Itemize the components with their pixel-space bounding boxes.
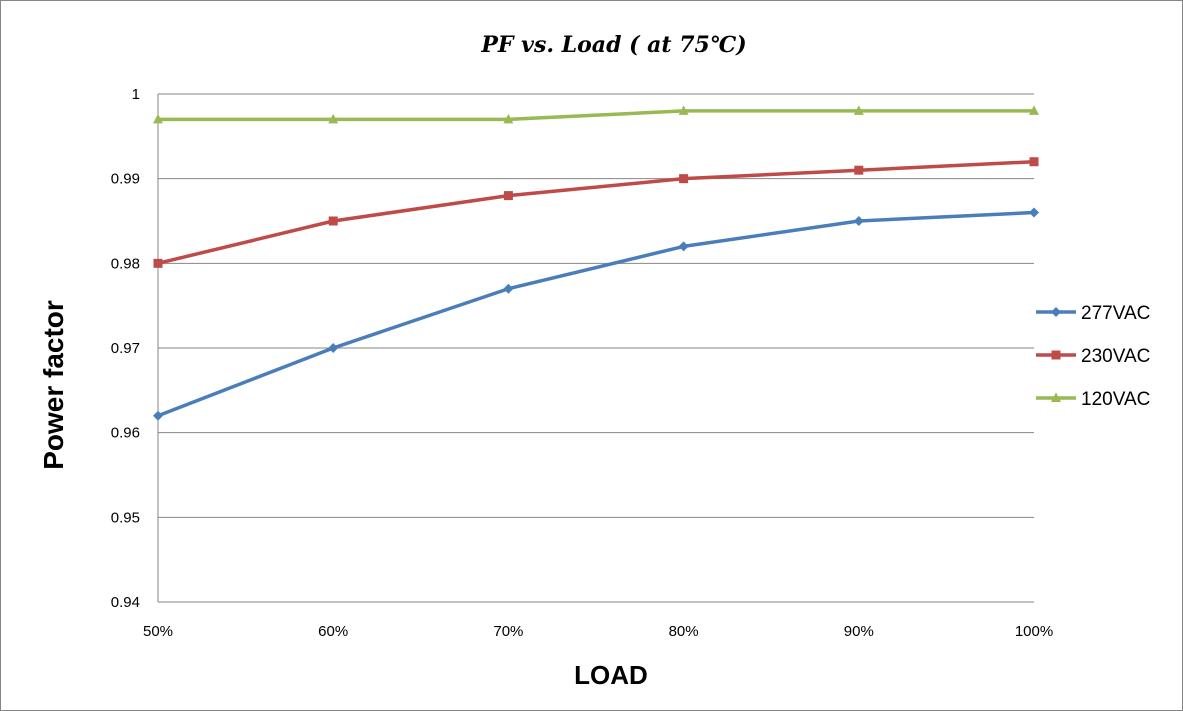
legend-marker-120vac [1051,392,1061,402]
data-point-120vac [678,105,689,115]
chart-title: PF vs. Load ( at 75℃) [480,32,746,58]
x-tick-label: 80% [669,623,699,640]
data-point-120vac [328,113,339,124]
y-tick-label: 0.95 [111,509,140,526]
grid [157,93,1034,603]
legend-item-120vac: 120VAC [1036,389,1150,410]
series-277vac [153,207,1039,421]
x-tick-label: 50% [143,623,173,640]
data-point-230vac [679,174,689,184]
series-line-230vac [157,159,1035,266]
series-230vac [153,157,1039,268]
x-tick-label: 60% [318,623,348,640]
data-point-277vac [328,343,339,353]
x-tick-label: 100% [1015,623,1053,640]
x-tick-label: 70% [493,623,523,640]
x-axis-label: LOAD [574,660,648,690]
data-point-230vac [854,165,864,175]
data-point-230vac [153,258,163,268]
data-point-120vac [503,113,514,124]
series-line-277vac [157,210,1035,418]
series-line-120vac [158,109,1034,122]
x-tick-label: 90% [844,623,874,640]
y-tick-label: 0.94 [111,594,140,611]
y-tick-label: 0.97 [111,340,140,357]
data-point-230vac [1029,157,1039,167]
legend-item-230vac: 230VAC [1036,346,1150,367]
data-point-277vac [503,283,514,294]
legend-marker-277vac [1051,307,1061,317]
series-layer [153,105,1039,421]
data-point-120vac [153,113,163,124]
data-point-277vac [153,410,163,421]
y-axis-label: Power factor [38,300,69,470]
y-tick-label: 0.98 [111,255,140,272]
legend: 277VAC 230VAC 120VAC [1036,303,1150,410]
data-point-230vac [328,216,338,226]
y-tick-label: 0.99 [111,171,140,188]
data-point-120vac [1029,105,1039,115]
legend-label-277vac: 277VAC [1081,303,1150,324]
data-point-277vac [853,216,864,226]
y-axis-ticks: 0.94 0.95 0.96 0.97 0.98 0.99 1 [111,86,140,611]
y-tick-label: 1 [132,86,140,103]
data-point-277vac [678,241,689,252]
legend-label-230vac: 230VAC [1081,346,1150,367]
legend-label-120vac: 120VAC [1081,389,1150,410]
series-120vac [153,105,1039,124]
legend-item-277vac: 277VAC [1036,303,1150,324]
legend-marker-230vac [1051,350,1061,360]
data-point-277vac [1029,207,1039,218]
y-tick-label: 0.96 [111,425,140,442]
data-point-120vac [853,105,864,115]
x-axis-ticks: 50% 60% 70% 80% 90% 100% [143,623,1053,640]
data-point-230vac [503,191,513,201]
